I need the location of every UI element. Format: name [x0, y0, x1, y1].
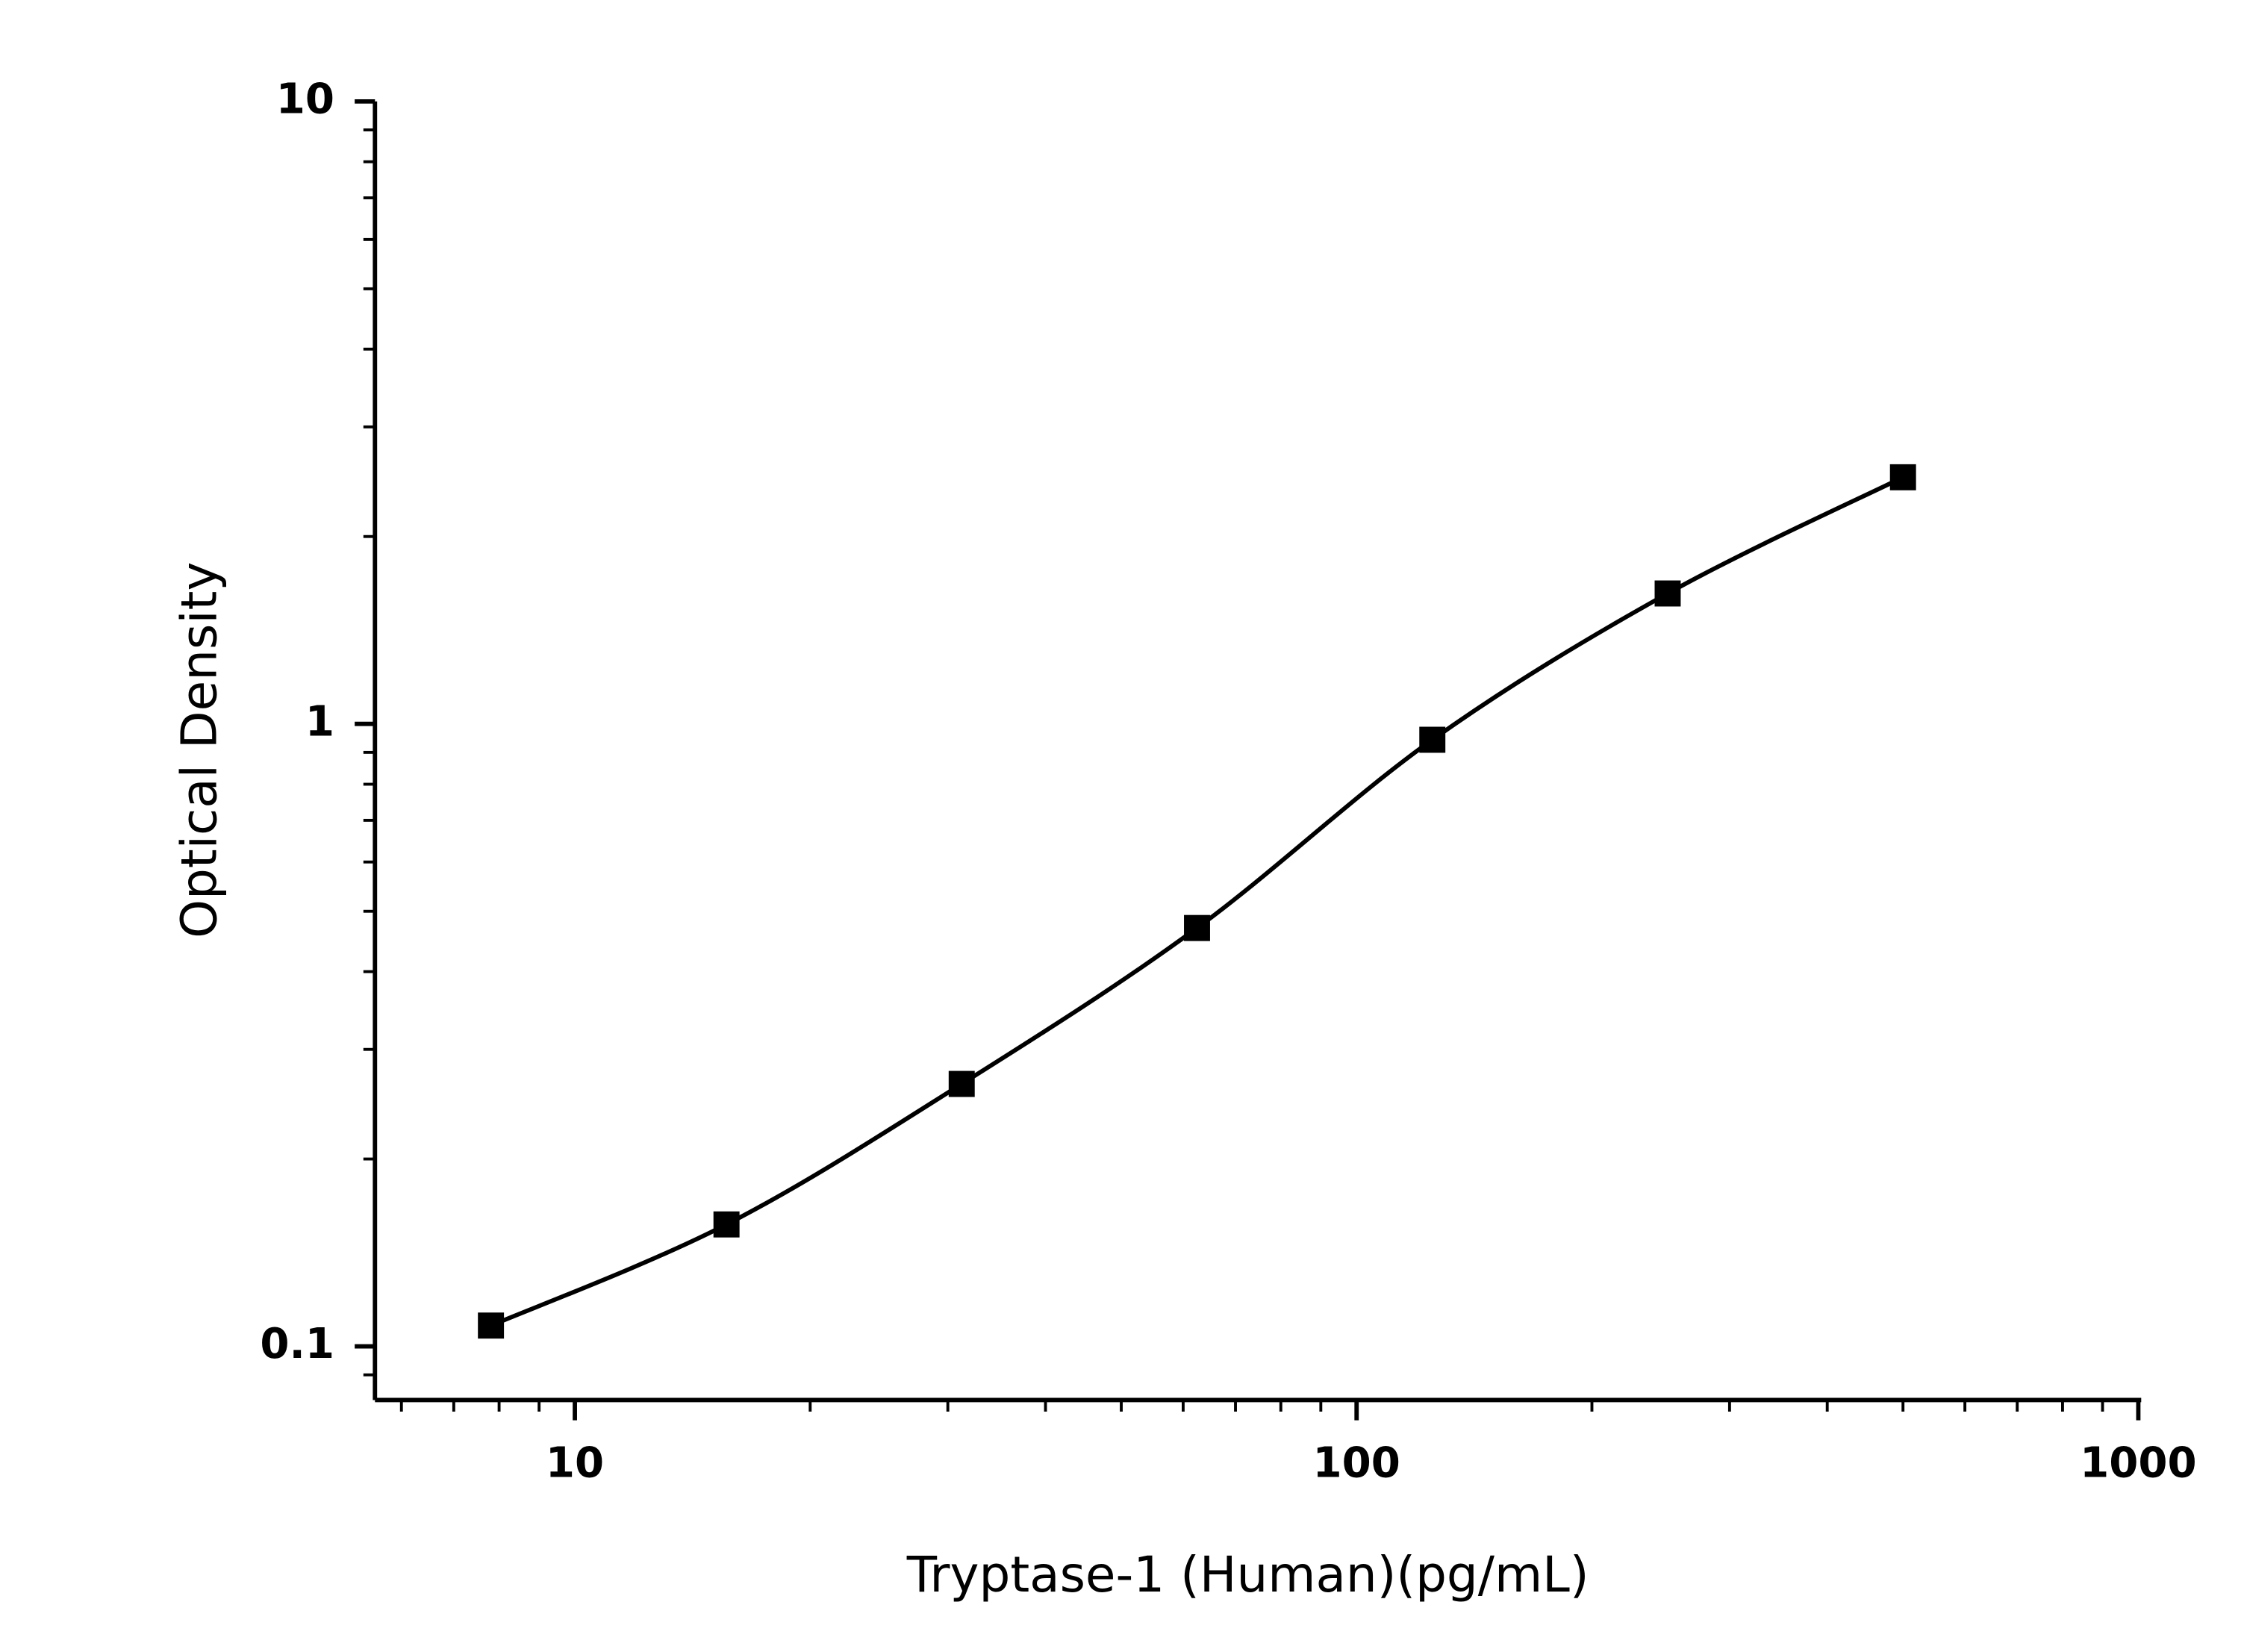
y-axis-title: Optical Density — [171, 561, 228, 938]
data-point — [1889, 464, 1916, 490]
x-axis-title: Tryptase-1 (Human)(pg/mL) — [906, 1546, 1589, 1603]
data-point — [713, 1211, 740, 1238]
y-tick-label: 1 — [305, 697, 334, 746]
x-tick-label: 100 — [1313, 1439, 1400, 1487]
data-point — [948, 1070, 975, 1097]
data-point — [478, 1312, 505, 1339]
y-tick-label: 0.1 — [260, 1320, 334, 1368]
data-point — [1419, 726, 1446, 753]
y-tick-label: 10 — [276, 75, 334, 123]
x-tick-label: 1000 — [2080, 1439, 2197, 1487]
data-point — [1184, 914, 1210, 941]
x-tick-label: 10 — [546, 1439, 604, 1487]
data-point — [1654, 580, 1681, 607]
